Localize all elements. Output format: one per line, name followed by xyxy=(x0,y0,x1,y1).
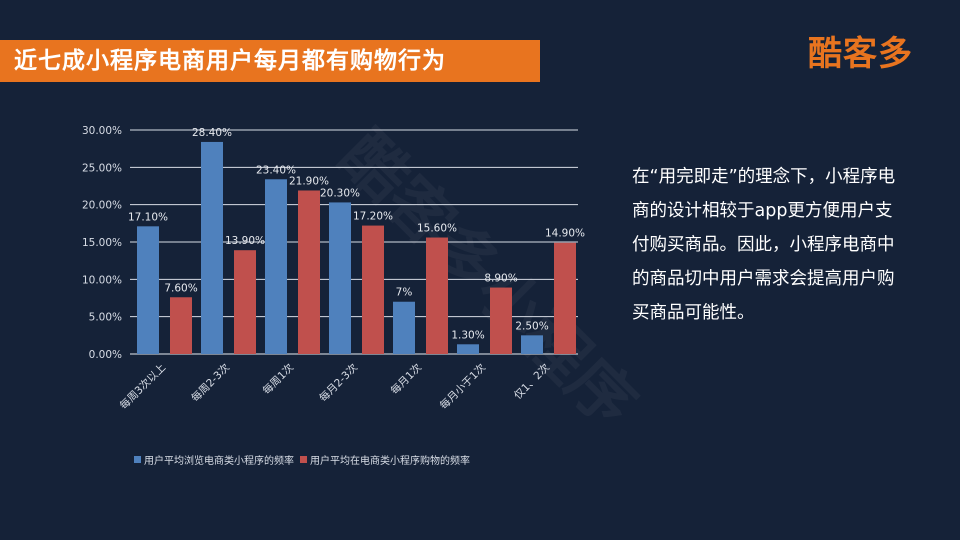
data-label: 1.30% xyxy=(451,329,484,341)
bar xyxy=(554,242,576,354)
data-label: 17.20% xyxy=(353,211,393,223)
bar xyxy=(298,190,320,354)
bar xyxy=(457,344,479,354)
bar xyxy=(362,225,384,354)
legend-swatch-purchase xyxy=(300,456,307,463)
legend-item-purchase: 用户平均在电商类小程序购物的频率 xyxy=(300,452,470,467)
title-bar: 近七成小程序电商用户每月都有购物行为 xyxy=(0,40,540,82)
bar xyxy=(137,226,159,354)
legend-swatch-browse xyxy=(134,456,141,463)
x-tick-label: 每月2-3次 xyxy=(317,361,361,405)
x-tick-label: 每月1次 xyxy=(388,361,425,398)
data-label: 23.40% xyxy=(256,164,296,176)
bar xyxy=(521,335,543,354)
bar xyxy=(265,179,287,354)
bar xyxy=(393,301,415,354)
description-text: 在“用完即走”的理念下，小程序电商的设计相较于app更方便用户支付购买商品。因此… xyxy=(632,167,896,323)
data-label: 2.50% xyxy=(515,320,548,332)
data-label: 28.40% xyxy=(192,127,232,139)
data-label: 20.30% xyxy=(320,187,360,199)
legend-label-purchase: 用户平均在电商类小程序购物的频率 xyxy=(310,456,470,467)
x-tick-label: 仅1、2次 xyxy=(511,361,552,402)
chart-legend: 用户平均浏览电商类小程序的频率 用户平均在电商类小程序购物的频率 xyxy=(134,452,470,467)
bar xyxy=(329,202,351,354)
y-tick-label: 20.00% xyxy=(82,200,122,212)
bar xyxy=(426,237,448,354)
x-tick-label: 每月小于1次 xyxy=(437,361,488,412)
bar xyxy=(234,250,256,354)
data-label: 15.60% xyxy=(417,223,457,235)
y-tick-label: 25.00% xyxy=(82,162,122,174)
y-tick-label: 10.00% xyxy=(82,274,122,286)
data-label: 7% xyxy=(396,287,413,299)
legend-label-browse: 用户平均浏览电商类小程序的频率 xyxy=(144,456,294,467)
bar xyxy=(201,141,223,354)
data-label: 21.90% xyxy=(289,175,329,187)
bar xyxy=(170,297,192,354)
y-tick-label: 30.00% xyxy=(82,125,122,137)
data-label: 17.10% xyxy=(128,211,168,223)
data-label: 7.60% xyxy=(164,282,197,294)
data-label: 14.90% xyxy=(545,228,585,240)
x-tick-label: 每周1次 xyxy=(260,361,297,398)
legend-item-browse: 用户平均浏览电商类小程序的频率 xyxy=(134,452,294,467)
data-label: 13.90% xyxy=(225,235,265,247)
y-tick-label: 5.00% xyxy=(89,312,122,324)
x-tick-label: 每周2-3次 xyxy=(189,361,233,405)
x-tick-label: 每周3次以上 xyxy=(117,361,168,412)
page-title: 近七成小程序电商用户每月都有购物行为 xyxy=(14,48,446,74)
bar xyxy=(490,287,512,354)
y-tick-label: 0.00% xyxy=(89,349,122,361)
brand-logo: 酷客多 xyxy=(808,34,913,74)
data-label: 8.90% xyxy=(484,273,517,285)
y-tick-label: 15.00% xyxy=(82,237,122,249)
